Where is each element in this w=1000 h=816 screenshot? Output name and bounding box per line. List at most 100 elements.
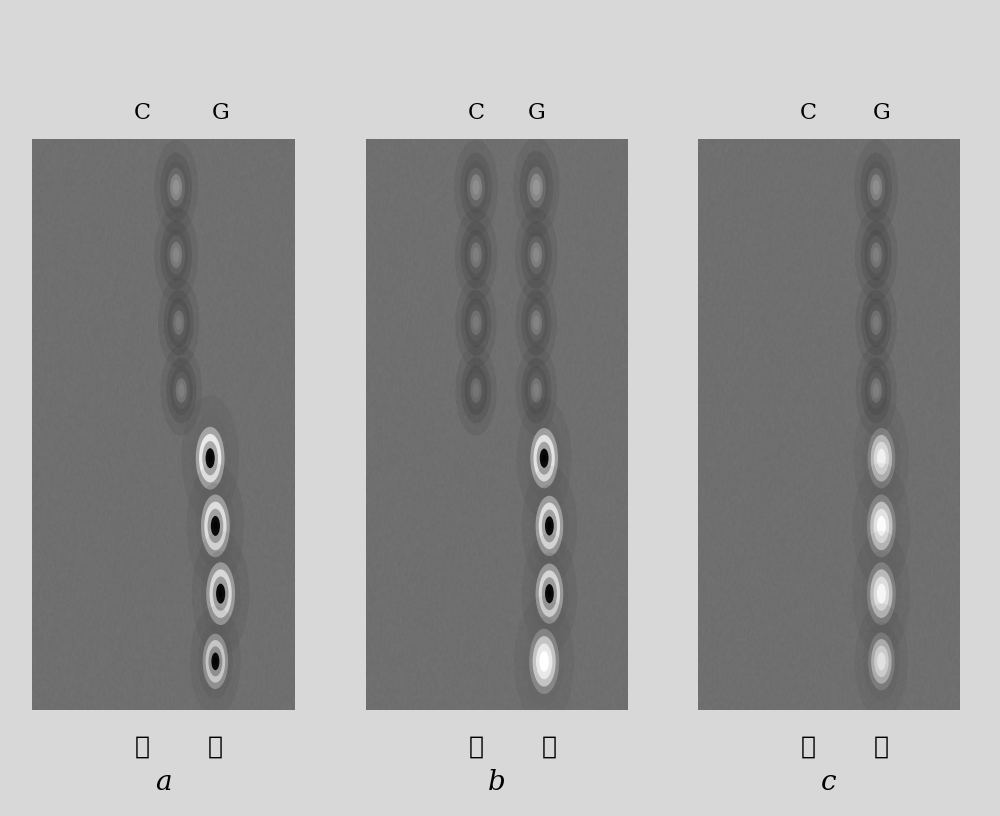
Circle shape	[871, 310, 882, 335]
Circle shape	[877, 652, 886, 671]
Circle shape	[191, 415, 230, 501]
Circle shape	[536, 496, 563, 556]
Circle shape	[198, 623, 233, 699]
Circle shape	[154, 140, 198, 235]
Circle shape	[514, 596, 574, 727]
Circle shape	[187, 463, 244, 589]
Circle shape	[461, 357, 491, 424]
Circle shape	[871, 639, 892, 684]
Circle shape	[868, 428, 895, 488]
Circle shape	[870, 175, 882, 200]
Circle shape	[521, 357, 551, 424]
Circle shape	[867, 562, 896, 625]
Text: 阴: 阴	[801, 734, 816, 758]
Circle shape	[208, 509, 223, 543]
Circle shape	[154, 207, 198, 303]
Circle shape	[531, 552, 568, 635]
Circle shape	[160, 220, 192, 290]
Circle shape	[170, 175, 182, 200]
Circle shape	[874, 645, 889, 677]
Circle shape	[467, 168, 485, 206]
Circle shape	[473, 247, 479, 263]
Circle shape	[203, 634, 228, 689]
Circle shape	[208, 646, 222, 676]
Circle shape	[173, 310, 184, 335]
Circle shape	[865, 298, 887, 348]
Text: 阴: 阴	[469, 734, 484, 758]
Circle shape	[175, 316, 182, 330]
Circle shape	[533, 180, 540, 195]
Circle shape	[196, 483, 235, 569]
Circle shape	[515, 209, 558, 301]
Circle shape	[874, 509, 889, 543]
Circle shape	[161, 345, 202, 436]
Circle shape	[158, 277, 199, 368]
Circle shape	[870, 242, 882, 268]
Circle shape	[516, 398, 572, 518]
Circle shape	[863, 417, 900, 499]
Text: G: G	[527, 102, 545, 124]
Circle shape	[214, 658, 217, 665]
Circle shape	[211, 653, 219, 670]
Circle shape	[870, 502, 893, 550]
Text: C: C	[468, 102, 485, 124]
Circle shape	[213, 576, 229, 610]
Circle shape	[213, 521, 217, 530]
Circle shape	[861, 290, 891, 356]
Circle shape	[537, 441, 552, 475]
Circle shape	[464, 162, 488, 213]
Circle shape	[862, 483, 901, 569]
Circle shape	[877, 449, 886, 468]
Circle shape	[525, 366, 548, 415]
Circle shape	[201, 551, 240, 636]
Circle shape	[536, 644, 552, 679]
Circle shape	[877, 583, 886, 604]
Circle shape	[533, 435, 555, 481]
Circle shape	[855, 277, 897, 368]
Circle shape	[525, 298, 548, 348]
Circle shape	[178, 384, 185, 397]
Circle shape	[533, 384, 540, 397]
Circle shape	[873, 247, 880, 263]
Text: 阳: 阳	[542, 734, 557, 758]
Circle shape	[548, 521, 551, 530]
Circle shape	[181, 395, 239, 521]
Circle shape	[196, 427, 225, 490]
Circle shape	[173, 247, 180, 263]
Circle shape	[536, 564, 563, 623]
Circle shape	[525, 229, 548, 281]
Circle shape	[531, 378, 542, 403]
Circle shape	[864, 162, 888, 213]
Circle shape	[455, 277, 497, 368]
Circle shape	[455, 345, 497, 436]
Circle shape	[865, 229, 888, 281]
Circle shape	[208, 454, 212, 463]
Circle shape	[530, 174, 543, 201]
Circle shape	[548, 589, 551, 598]
Circle shape	[211, 516, 220, 536]
Text: G: G	[873, 102, 890, 124]
Circle shape	[853, 531, 910, 656]
Circle shape	[468, 372, 485, 409]
Circle shape	[167, 236, 185, 274]
Circle shape	[468, 304, 485, 341]
Circle shape	[199, 434, 221, 482]
Circle shape	[539, 651, 549, 672]
Circle shape	[533, 636, 556, 686]
Circle shape	[867, 168, 885, 206]
Circle shape	[173, 372, 190, 409]
Circle shape	[454, 140, 498, 235]
Circle shape	[528, 304, 545, 341]
Circle shape	[201, 494, 230, 557]
Circle shape	[542, 454, 546, 463]
Circle shape	[870, 570, 893, 618]
Circle shape	[530, 242, 542, 268]
Circle shape	[533, 316, 540, 330]
Circle shape	[854, 140, 898, 235]
Circle shape	[164, 290, 194, 356]
Circle shape	[540, 449, 549, 468]
Circle shape	[513, 137, 559, 237]
Circle shape	[473, 384, 479, 397]
Circle shape	[473, 316, 479, 330]
Circle shape	[164, 229, 188, 281]
